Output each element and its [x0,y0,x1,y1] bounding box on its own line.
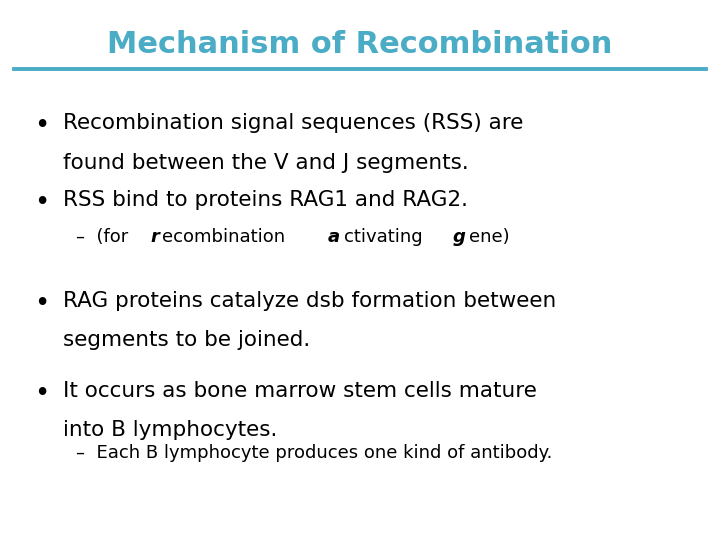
Text: into B lymphocytes.: into B lymphocytes. [63,420,278,440]
Text: Recombination signal sequences (RSS) are: Recombination signal sequences (RSS) are [63,113,523,133]
Text: g: g [453,228,466,246]
Text: ctivating: ctivating [344,228,428,246]
Text: –  Each B lymphocyte produces one kind of antibody.: – Each B lymphocyte produces one kind of… [76,444,552,462]
Text: found between the V and J segments.: found between the V and J segments. [63,153,469,173]
Text: Mechanism of Recombination: Mechanism of Recombination [107,30,613,59]
Text: ene): ene) [469,228,510,246]
Text: ecombination: ecombination [162,228,291,246]
Text: •: • [35,190,50,216]
Text: –  (for: – (for [76,228,134,246]
Text: RAG proteins catalyze dsb formation between: RAG proteins catalyze dsb formation betw… [63,291,557,310]
Text: r: r [150,228,159,246]
Text: •: • [35,381,50,407]
Text: a: a [328,228,341,246]
Text: RSS bind to proteins RAG1 and RAG2.: RSS bind to proteins RAG1 and RAG2. [63,190,469,210]
Text: •: • [35,291,50,316]
Text: segments to be joined.: segments to be joined. [63,330,310,350]
Text: •: • [35,113,50,139]
Text: It occurs as bone marrow stem cells mature: It occurs as bone marrow stem cells matu… [63,381,537,401]
